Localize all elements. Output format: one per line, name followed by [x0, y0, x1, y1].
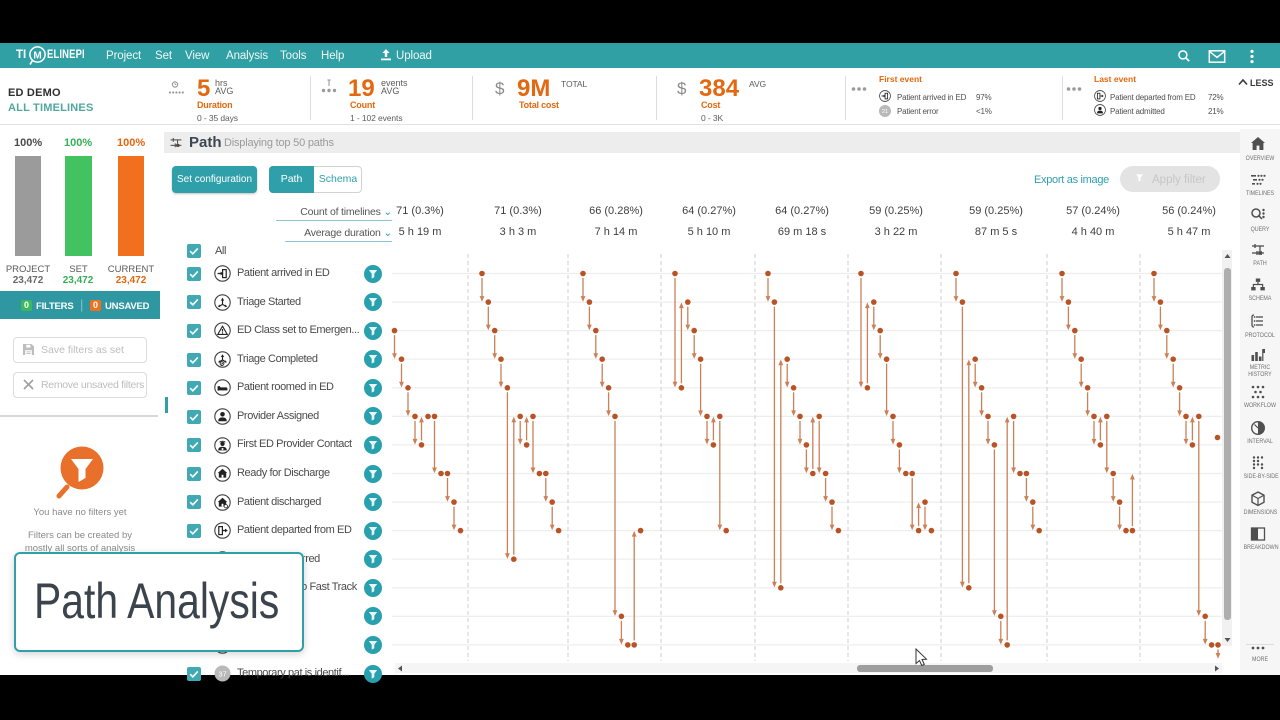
- svg-text:21: 21: [882, 109, 888, 115]
- svg-text:M: M: [33, 50, 41, 61]
- svg-text:37: 37: [218, 669, 226, 678]
